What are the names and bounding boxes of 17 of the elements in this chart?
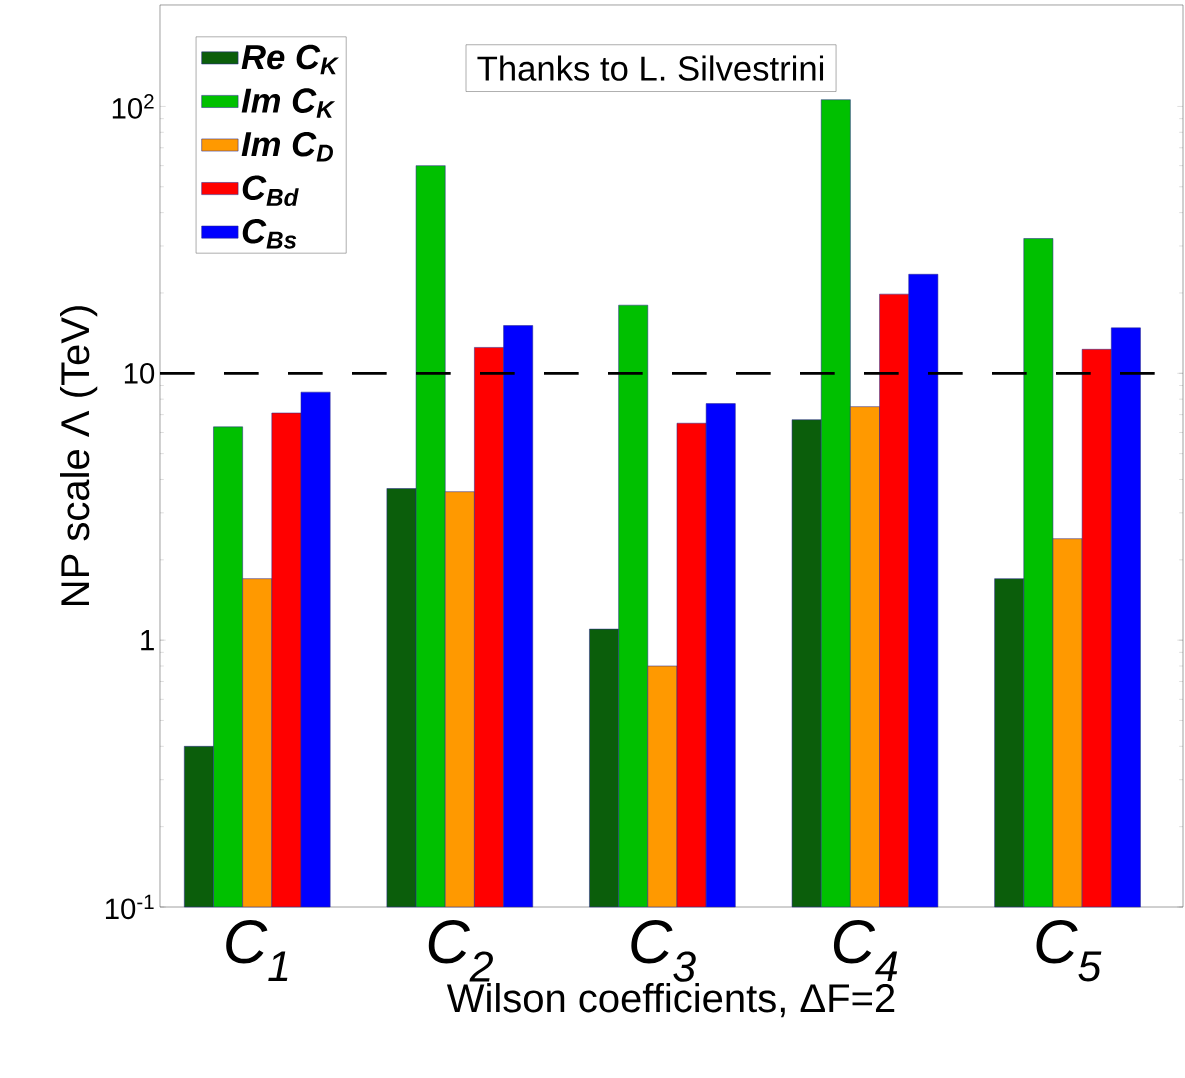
x-axis-title: Wilson coefficients, ΔF=2 bbox=[446, 983, 895, 1018]
annotation: Thanks to L. Silvestrini bbox=[477, 55, 824, 81]
y-tick-label: 1 bbox=[141, 630, 154, 651]
y-tick-label: 10$^{-1}$ bbox=[105, 894, 154, 920]
y-tick-label: 10$^{2}$ bbox=[112, 94, 154, 119]
legend-label: C$_{Bs}$ bbox=[242, 218, 297, 249]
legend-label: C$_{Bd}$ bbox=[242, 175, 299, 207]
x-tick-label: C$_{2}$ bbox=[428, 920, 493, 982]
x-tick-label: C$_{5}$ bbox=[1036, 920, 1102, 982]
x-tick-label: C$_{3}$ bbox=[631, 920, 696, 982]
y-axis-title: NP scale Λ (TeV) bbox=[59, 306, 98, 605]
x-tick-label: C$_{1}$ bbox=[226, 920, 288, 981]
y-tick-label: 10 bbox=[124, 362, 155, 384]
legend-label: Re C$_{K}$ bbox=[241, 44, 339, 75]
x-tick-label: C$_{4}$ bbox=[833, 920, 898, 981]
legend-label: Im C$_{K}$ bbox=[241, 88, 336, 118]
legend-label: Im C$_{D}$ bbox=[241, 131, 333, 162]
